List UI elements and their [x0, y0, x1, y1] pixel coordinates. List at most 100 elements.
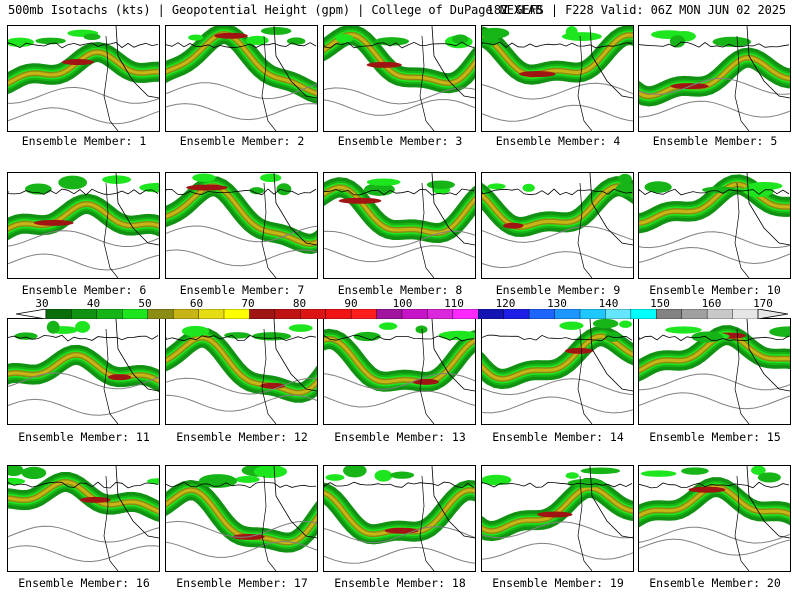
- height-contour: [324, 245, 475, 263]
- colorbar-segment: [681, 309, 708, 319]
- colorbar-tick-label: 170: [753, 297, 773, 310]
- jet-max-core: [366, 61, 402, 68]
- colorbar-low-arrow: [16, 309, 47, 319]
- colorbar-segment: [706, 309, 734, 319]
- country-border: [589, 319, 633, 392]
- height-contour: [166, 82, 317, 100]
- west-coast: [261, 182, 277, 278]
- jet-stream-band: [482, 486, 633, 533]
- isotach-blob: [619, 320, 632, 328]
- isotach-blob: [374, 37, 410, 46]
- jet-max-core: [338, 197, 382, 204]
- colorbar-tick-label: 110: [444, 297, 464, 310]
- coastline: [482, 188, 633, 196]
- isotach-blob: [567, 478, 605, 488]
- country-border: [273, 319, 317, 392]
- colorbar-segment: [96, 309, 123, 319]
- jet-max-core: [214, 32, 248, 39]
- ensemble-member-label: Ensemble Member: 2: [179, 134, 305, 148]
- isotach-blob: [335, 33, 354, 43]
- ensemble-member-map: [7, 25, 160, 132]
- isotach-blob: [487, 183, 506, 190]
- coastline: [8, 42, 159, 49]
- ensemble-member-map: [323, 318, 476, 425]
- jet-stream-band: [482, 334, 633, 381]
- ensemble-member-map: [165, 318, 318, 425]
- colorbar-tick-label: 130: [547, 297, 567, 310]
- isotach-blob: [325, 474, 345, 481]
- colorbar-segment: [478, 309, 505, 319]
- colorbar-tick-label: 80: [292, 297, 307, 310]
- ensemble-member-label: Ensemble Member: 8: [337, 283, 463, 297]
- colorbar-segment: [147, 309, 174, 319]
- jet-max-core: [61, 59, 94, 66]
- isotach-blob: [681, 467, 709, 475]
- country-border: [273, 173, 317, 246]
- isotach-map: [482, 26, 633, 131]
- colorbar-segment: [554, 309, 581, 319]
- colorbar-tick-label: 50: [138, 297, 152, 310]
- isotach-blob: [276, 183, 292, 196]
- jet-stream-band: [166, 184, 317, 246]
- west-coast: [103, 35, 119, 131]
- coastline: [324, 41, 475, 49]
- coastline: [8, 481, 159, 489]
- ensemble-member-map: [481, 465, 634, 572]
- ensemble-member-map: [7, 465, 160, 572]
- height-contour: [324, 99, 475, 116]
- isotach-blob: [618, 173, 632, 184]
- isotach-blob: [482, 474, 512, 486]
- colorbar-segment: [350, 309, 378, 319]
- height-contour: [166, 249, 317, 267]
- isotach-map: [166, 319, 317, 424]
- colorbar-tick-label: 60: [189, 297, 204, 310]
- jet-max-core: [79, 496, 111, 503]
- isotach-blob: [452, 34, 469, 44]
- country-border: [115, 319, 159, 392]
- isotach-blob: [592, 319, 619, 329]
- west-coast: [734, 182, 750, 278]
- isotach-blob: [253, 466, 288, 478]
- header-run-info: 18Z GEFS | F228 Valid: 06Z MON JUN 02 20…: [486, 3, 786, 17]
- isotach-blob: [75, 321, 91, 333]
- isotach-blob: [691, 331, 723, 343]
- ensemble-member-map: [323, 172, 476, 279]
- isotach-blob: [192, 173, 216, 182]
- coastline: [482, 41, 633, 49]
- isotach-map: [8, 173, 159, 278]
- jet-stream-band: [8, 353, 159, 383]
- colorbar-tick-label: 70: [241, 297, 255, 310]
- height-contour: [482, 251, 633, 269]
- ensemble-member-map: [165, 465, 318, 572]
- ensemble-member-label: Ensemble Member: 13: [334, 430, 466, 444]
- country-border: [273, 466, 317, 539]
- ensemble-member-map: [481, 172, 634, 279]
- ensemble-member-map: [638, 172, 791, 279]
- height-contour: [482, 396, 633, 414]
- colorbar-segment: [325, 309, 352, 319]
- height-contour: [8, 230, 159, 247]
- coastline: [324, 188, 475, 196]
- coastline: [324, 334, 475, 342]
- isotach-blob: [580, 467, 621, 475]
- ensemble-member-label: Ensemble Member: 5: [652, 134, 778, 148]
- ensemble-member-label: Ensemble Member: 12: [176, 430, 308, 444]
- colorbar-segment: [630, 309, 657, 319]
- isotach-blob: [757, 472, 781, 483]
- country-border: [431, 173, 475, 246]
- height-contour: [639, 538, 790, 556]
- jet-max-core: [107, 374, 132, 381]
- colorbar-segment: [274, 309, 301, 319]
- height-contour: [639, 77, 790, 95]
- jet-stream-band: [8, 480, 159, 514]
- coastline: [639, 188, 790, 196]
- height-contour: [8, 398, 159, 416]
- coastline: [324, 481, 475, 489]
- isotach-map: [166, 466, 317, 571]
- isotach-blob: [181, 325, 210, 337]
- colorbar-tick-label: 100: [392, 297, 413, 310]
- isotach-blob: [21, 466, 47, 480]
- colorbar-segment: [198, 309, 225, 319]
- isotach-blob: [8, 477, 26, 485]
- isotach-map: [639, 26, 790, 131]
